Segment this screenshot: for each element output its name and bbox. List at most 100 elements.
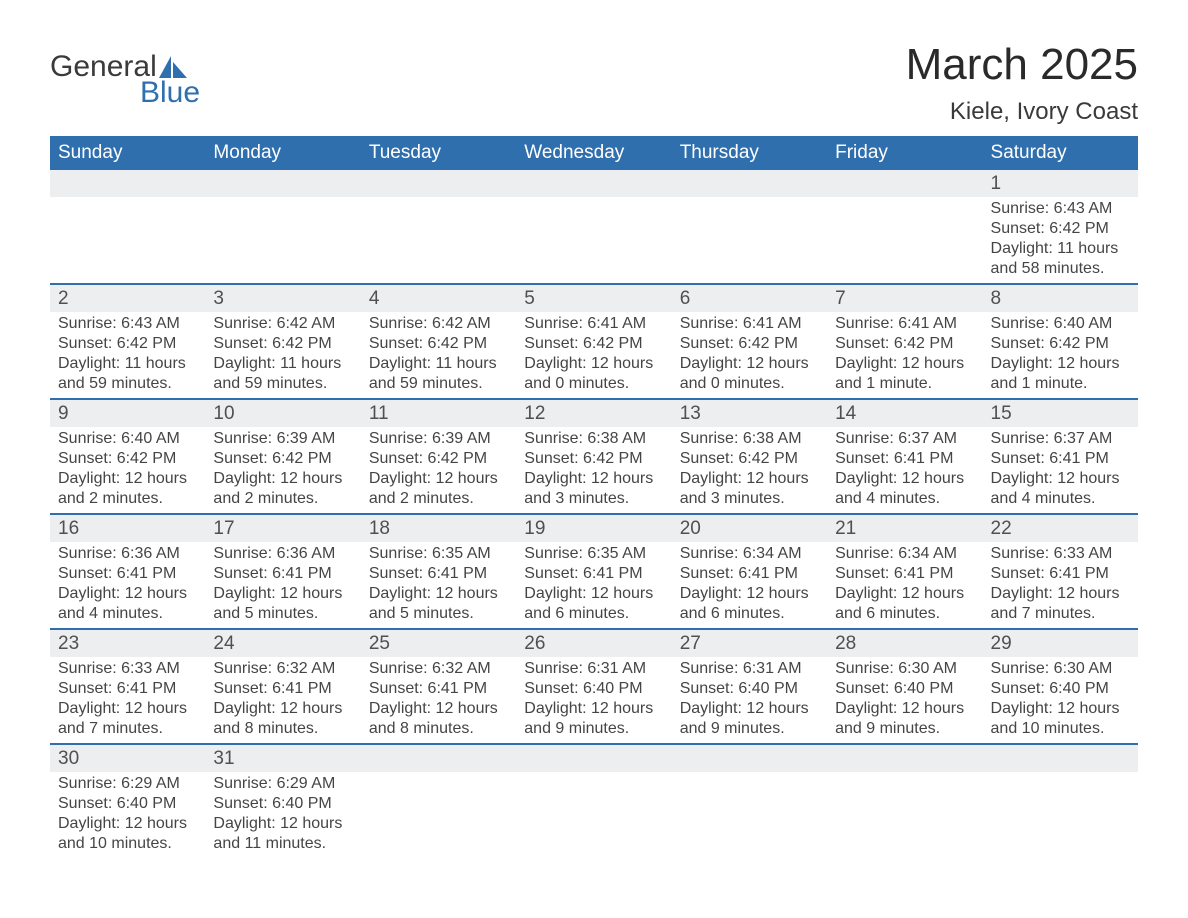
sunrise-line: Sunrise: 6:41 AM: [524, 314, 663, 334]
day-number: 22: [983, 515, 1138, 542]
day-body: Sunrise: 6:33 AMSunset: 6:41 PMDaylight:…: [50, 657, 205, 743]
daylight-line: Daylight: 12 hours and 7 minutes.: [991, 584, 1130, 624]
sunset-line: Sunset: 6:40 PM: [835, 679, 974, 699]
sunset-line: Sunset: 6:41 PM: [213, 564, 352, 584]
daylight-line: Daylight: 12 hours and 6 minutes.: [680, 584, 819, 624]
calendar-day-cell: [516, 744, 671, 858]
sunrise-line: Sunrise: 6:30 AM: [835, 659, 974, 679]
day-number: 2: [50, 285, 205, 312]
sunrise-line: Sunrise: 6:37 AM: [835, 429, 974, 449]
day-number: [361, 170, 516, 197]
day-number: 9: [50, 400, 205, 427]
day-number: 10: [205, 400, 360, 427]
sunrise-line: Sunrise: 6:38 AM: [680, 429, 819, 449]
daylight-line: Daylight: 12 hours and 2 minutes.: [369, 469, 508, 509]
calendar-day-cell: 16Sunrise: 6:36 AMSunset: 6:41 PMDayligh…: [50, 514, 205, 629]
sunset-line: Sunset: 6:42 PM: [680, 449, 819, 469]
day-number: 23: [50, 630, 205, 657]
sunset-line: Sunset: 6:42 PM: [369, 449, 508, 469]
day-number: 30: [50, 745, 205, 772]
sunrise-line: Sunrise: 6:34 AM: [835, 544, 974, 564]
sunrise-line: Sunrise: 6:36 AM: [213, 544, 352, 564]
daylight-line: Daylight: 12 hours and 1 minute.: [991, 354, 1130, 394]
day-number: 8: [983, 285, 1138, 312]
day-body: Sunrise: 6:36 AMSunset: 6:41 PMDaylight:…: [205, 542, 360, 628]
calendar-day-cell: [361, 170, 516, 284]
day-number: 15: [983, 400, 1138, 427]
calendar-day-cell: 20Sunrise: 6:34 AMSunset: 6:41 PMDayligh…: [672, 514, 827, 629]
day-number: 21: [827, 515, 982, 542]
sunset-line: Sunset: 6:40 PM: [991, 679, 1130, 699]
day-body: Sunrise: 6:36 AMSunset: 6:41 PMDaylight:…: [50, 542, 205, 628]
day-number: 4: [361, 285, 516, 312]
day-number: [827, 170, 982, 197]
day-body: Sunrise: 6:37 AMSunset: 6:41 PMDaylight:…: [983, 427, 1138, 513]
sunset-line: Sunset: 6:42 PM: [369, 334, 508, 354]
sunrise-line: Sunrise: 6:43 AM: [991, 199, 1130, 219]
brand-logo: General Blue: [50, 50, 200, 110]
calendar-week-row: 1Sunrise: 6:43 AMSunset: 6:42 PMDaylight…: [50, 170, 1138, 284]
daylight-line: Daylight: 12 hours and 8 minutes.: [369, 699, 508, 739]
sunset-line: Sunset: 6:42 PM: [991, 219, 1130, 239]
daylight-line: Daylight: 12 hours and 2 minutes.: [213, 469, 352, 509]
day-number: 14: [827, 400, 982, 427]
month-title: March 2025: [906, 40, 1138, 90]
sunrise-line: Sunrise: 6:40 AM: [58, 429, 197, 449]
day-body: [205, 197, 360, 277]
logo-sail-icon: [159, 56, 187, 78]
sunrise-line: Sunrise: 6:41 AM: [835, 314, 974, 334]
calendar-header-row: SundayMondayTuesdayWednesdayThursdayFrid…: [50, 136, 1138, 170]
daylight-line: Daylight: 12 hours and 6 minutes.: [524, 584, 663, 624]
sunrise-line: Sunrise: 6:29 AM: [58, 774, 197, 794]
calendar-day-cell: 27Sunrise: 6:31 AMSunset: 6:40 PMDayligh…: [672, 629, 827, 744]
calendar-week-row: 16Sunrise: 6:36 AMSunset: 6:41 PMDayligh…: [50, 514, 1138, 629]
day-body: Sunrise: 6:32 AMSunset: 6:41 PMDaylight:…: [205, 657, 360, 743]
sunset-line: Sunset: 6:42 PM: [213, 334, 352, 354]
day-body: Sunrise: 6:40 AMSunset: 6:42 PMDaylight:…: [50, 427, 205, 513]
daylight-line: Daylight: 12 hours and 10 minutes.: [991, 699, 1130, 739]
calendar-day-cell: 13Sunrise: 6:38 AMSunset: 6:42 PMDayligh…: [672, 399, 827, 514]
calendar-day-cell: 10Sunrise: 6:39 AMSunset: 6:42 PMDayligh…: [205, 399, 360, 514]
day-number: 18: [361, 515, 516, 542]
calendar-day-cell: [50, 170, 205, 284]
sunset-line: Sunset: 6:41 PM: [58, 679, 197, 699]
daylight-line: Daylight: 12 hours and 0 minutes.: [524, 354, 663, 394]
day-number: [672, 745, 827, 772]
day-body: Sunrise: 6:43 AMSunset: 6:42 PMDaylight:…: [50, 312, 205, 398]
day-body: Sunrise: 6:30 AMSunset: 6:40 PMDaylight:…: [827, 657, 982, 743]
day-body: [672, 197, 827, 277]
day-body: Sunrise: 6:43 AMSunset: 6:42 PMDaylight:…: [983, 197, 1138, 283]
calendar-week-row: 9Sunrise: 6:40 AMSunset: 6:42 PMDaylight…: [50, 399, 1138, 514]
day-number: 12: [516, 400, 671, 427]
title-block: March 2025 Kiele, Ivory Coast: [906, 40, 1138, 126]
day-number: 31: [205, 745, 360, 772]
sunset-line: Sunset: 6:40 PM: [680, 679, 819, 699]
sunset-line: Sunset: 6:42 PM: [835, 334, 974, 354]
calendar-day-cell: 6Sunrise: 6:41 AMSunset: 6:42 PMDaylight…: [672, 284, 827, 399]
day-number: 1: [983, 170, 1138, 197]
day-body: Sunrise: 6:34 AMSunset: 6:41 PMDaylight:…: [672, 542, 827, 628]
day-body: [827, 772, 982, 852]
calendar-week-row: 2Sunrise: 6:43 AMSunset: 6:42 PMDaylight…: [50, 284, 1138, 399]
day-number: [983, 745, 1138, 772]
day-body: Sunrise: 6:37 AMSunset: 6:41 PMDaylight:…: [827, 427, 982, 513]
calendar-day-cell: 1Sunrise: 6:43 AMSunset: 6:42 PMDaylight…: [983, 170, 1138, 284]
sunrise-line: Sunrise: 6:33 AM: [991, 544, 1130, 564]
sunrise-line: Sunrise: 6:40 AM: [991, 314, 1130, 334]
calendar-day-cell: 24Sunrise: 6:32 AMSunset: 6:41 PMDayligh…: [205, 629, 360, 744]
day-body: [361, 197, 516, 277]
day-number: 24: [205, 630, 360, 657]
header: General Blue March 2025 Kiele, Ivory Coa…: [50, 40, 1138, 126]
sunrise-line: Sunrise: 6:38 AM: [524, 429, 663, 449]
sunset-line: Sunset: 6:40 PM: [58, 794, 197, 814]
calendar-day-cell: 14Sunrise: 6:37 AMSunset: 6:41 PMDayligh…: [827, 399, 982, 514]
calendar-day-cell: 31Sunrise: 6:29 AMSunset: 6:40 PMDayligh…: [205, 744, 360, 858]
calendar-day-cell: 15Sunrise: 6:37 AMSunset: 6:41 PMDayligh…: [983, 399, 1138, 514]
sunrise-line: Sunrise: 6:35 AM: [369, 544, 508, 564]
calendar-table: SundayMondayTuesdayWednesdayThursdayFrid…: [50, 136, 1138, 858]
sunset-line: Sunset: 6:42 PM: [58, 334, 197, 354]
day-body: Sunrise: 6:39 AMSunset: 6:42 PMDaylight:…: [361, 427, 516, 513]
day-body: Sunrise: 6:42 AMSunset: 6:42 PMDaylight:…: [361, 312, 516, 398]
sunset-line: Sunset: 6:40 PM: [524, 679, 663, 699]
day-number: [827, 745, 982, 772]
